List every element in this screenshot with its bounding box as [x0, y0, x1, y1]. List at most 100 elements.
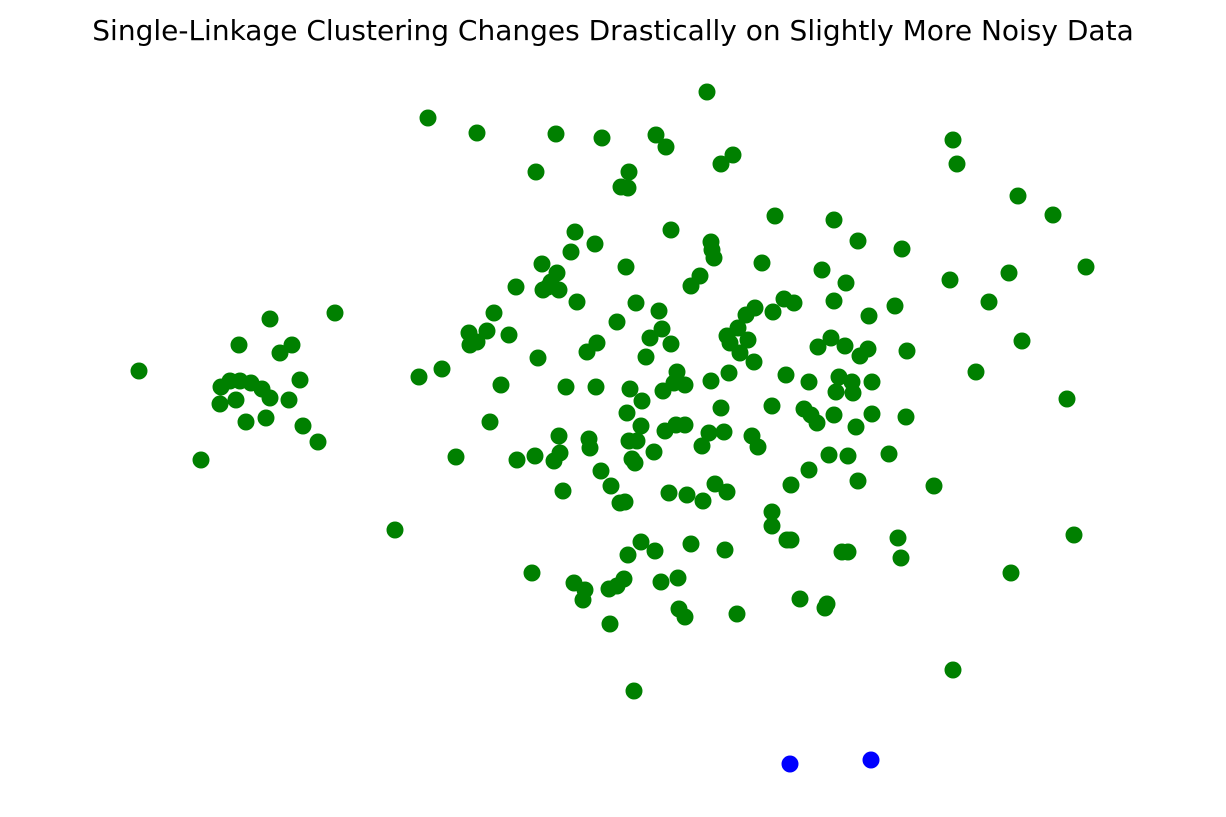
data-point — [481, 413, 499, 431]
data-point — [294, 417, 312, 435]
data-point — [886, 297, 904, 315]
data-point — [893, 240, 911, 258]
data-point — [816, 599, 834, 617]
data-point — [847, 418, 865, 436]
data-point — [587, 378, 605, 396]
data-point — [669, 569, 687, 587]
data-point — [627, 294, 645, 312]
data-point — [809, 338, 827, 356]
data-point — [578, 343, 596, 361]
data-point — [693, 437, 711, 455]
data-point — [700, 424, 718, 442]
data-point — [839, 447, 857, 465]
data-point — [763, 397, 781, 415]
data-point — [980, 293, 998, 311]
data-point — [211, 395, 229, 413]
data-point — [712, 155, 730, 173]
data-point — [617, 258, 635, 276]
data-point — [941, 271, 959, 289]
data-point — [808, 414, 826, 432]
data-point — [237, 413, 255, 431]
data-point — [1009, 187, 1027, 205]
data-point — [705, 249, 723, 267]
data-point — [849, 232, 867, 250]
data-point — [545, 452, 563, 470]
data-point — [844, 384, 862, 402]
data-point — [948, 155, 966, 173]
data-point — [500, 326, 518, 344]
data-point — [830, 368, 848, 386]
data-point — [646, 542, 664, 560]
data-point — [633, 392, 651, 410]
data-point — [637, 348, 655, 366]
data-point — [291, 371, 309, 389]
data-point — [702, 372, 720, 390]
data-point — [619, 179, 637, 197]
data-point — [706, 475, 724, 493]
data-point — [682, 535, 700, 553]
data-point — [1044, 206, 1062, 224]
data-point — [608, 313, 626, 331]
data-point — [130, 362, 148, 380]
data-point — [566, 223, 584, 241]
data-point — [601, 615, 619, 633]
data-point — [280, 391, 298, 409]
data-point — [660, 484, 678, 502]
series-1 — [781, 751, 880, 773]
data-point — [825, 211, 843, 229]
data-point — [257, 409, 275, 427]
data-point — [227, 391, 245, 409]
data-point — [626, 454, 644, 472]
data-point — [898, 342, 916, 360]
data-point — [739, 331, 757, 349]
data-point — [523, 564, 541, 582]
data-point — [261, 389, 279, 407]
data-point — [386, 521, 404, 539]
data-point — [676, 608, 694, 626]
data-point — [593, 129, 611, 147]
data-point — [632, 417, 650, 435]
data-point — [967, 363, 985, 381]
data-point — [851, 347, 869, 365]
data-point — [485, 304, 503, 322]
data-point — [944, 131, 962, 149]
data-point — [694, 492, 712, 510]
data-point — [507, 278, 525, 296]
data-point — [749, 438, 767, 456]
data-point — [271, 344, 289, 362]
data-point — [1000, 264, 1018, 282]
data-point — [800, 373, 818, 391]
data-point — [657, 138, 675, 156]
data-point — [825, 406, 843, 424]
chart-title: Single-Linkage Clustering Changes Drasti… — [92, 14, 1134, 47]
data-point — [836, 337, 854, 355]
data-point — [650, 302, 668, 320]
data-point — [682, 277, 700, 295]
data-point — [621, 380, 639, 398]
data-point — [1058, 390, 1076, 408]
data-point — [662, 335, 680, 353]
data-point — [837, 274, 855, 292]
data-point — [632, 533, 650, 551]
data-point — [712, 399, 730, 417]
data-point — [764, 303, 782, 321]
data-point — [766, 207, 784, 225]
data-point — [716, 541, 734, 559]
data-point — [652, 573, 670, 591]
data-point — [261, 310, 279, 328]
data-point — [620, 163, 638, 181]
data-point — [1065, 526, 1083, 544]
data-point — [860, 307, 878, 325]
series-0 — [130, 83, 1095, 700]
data-point — [813, 261, 831, 279]
data-point — [1013, 332, 1031, 350]
data-point — [562, 243, 580, 261]
data-point — [574, 591, 592, 609]
data-point — [447, 448, 465, 466]
data-point — [715, 423, 733, 441]
data-point — [820, 446, 838, 464]
data-point — [781, 755, 799, 773]
data-point — [897, 408, 915, 426]
